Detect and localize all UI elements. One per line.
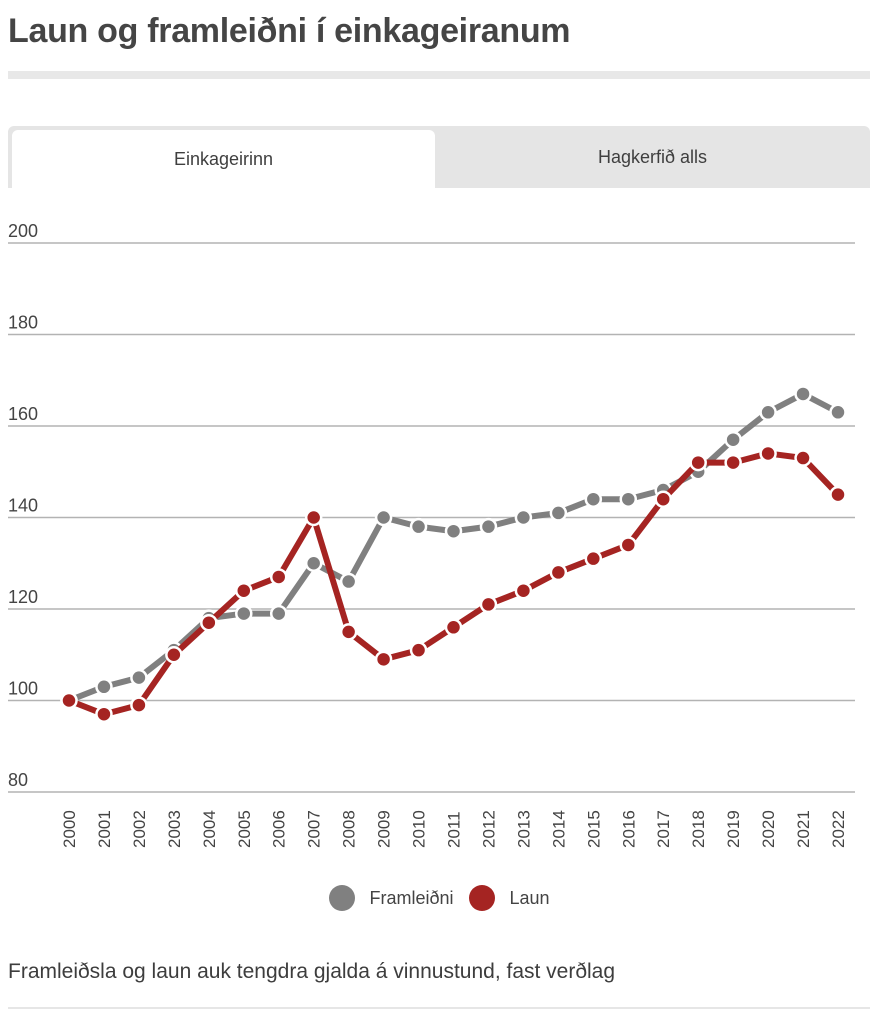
x-tick-label: 2013 (514, 810, 533, 848)
series-laun (60, 444, 847, 723)
x-tick-label: 2020 (759, 810, 778, 848)
tab-bar: Einkageirinn Hagkerfið alls (8, 126, 870, 188)
data-point[interactable] (619, 536, 638, 554)
data-point[interactable] (130, 696, 148, 714)
series-line (66, 390, 841, 704)
tab-hagkerfid-alls[interactable]: Hagkerfið alls (597, 146, 708, 167)
data-point[interactable] (374, 508, 393, 527)
x-tick-label: 2008 (340, 810, 359, 848)
data-point[interactable] (759, 444, 777, 463)
y-tick-label: 160 (8, 404, 38, 424)
x-tick-label: 2014 (549, 810, 568, 848)
x-tick-label: 2009 (375, 810, 394, 848)
series-layer (60, 385, 847, 723)
data-point[interactable] (444, 618, 463, 637)
legend-label-laun: Laun (509, 887, 550, 908)
data-point[interactable] (304, 554, 323, 572)
y-tick-label: 180 (8, 313, 38, 333)
data-point[interactable] (514, 508, 533, 527)
y-tick-label: 100 (8, 679, 38, 699)
legend-label-framleidni: Framleiðni (369, 887, 454, 908)
y-tick-label: 120 (8, 587, 38, 607)
y-tick-label: 200 (8, 221, 38, 241)
data-point[interactable] (269, 604, 288, 623)
legend-item-laun[interactable]: Laun (469, 885, 550, 911)
page-title: Laun og framleiðni í einkageiranum (8, 12, 571, 50)
x-tick-label: 2001 (95, 810, 114, 848)
x-tick-label: 2004 (200, 810, 219, 848)
data-point[interactable] (584, 490, 603, 508)
legend: Framleiðni Laun (0, 880, 879, 916)
legend-item-framleidni[interactable]: Framleiðni (329, 885, 453, 911)
x-tick-label: 2018 (689, 810, 708, 848)
x-tick-label: 2003 (165, 810, 184, 848)
y-axis-ticks: 80 100 120 140 160 180 200 (8, 221, 38, 790)
tab-einkageirinn[interactable]: Einkageirinn (12, 130, 435, 188)
data-point[interactable] (654, 490, 672, 508)
y-tick-label: 140 (8, 496, 38, 516)
data-point[interactable] (479, 517, 498, 536)
legend-swatch-laun-icon (469, 885, 496, 911)
data-point[interactable] (619, 490, 638, 508)
data-point[interactable] (689, 453, 707, 472)
data-point[interactable] (339, 572, 358, 591)
data-point[interactable] (549, 504, 568, 522)
x-tick-label: 2010 (410, 810, 429, 848)
x-tick-label: 2000 (60, 810, 79, 848)
data-point[interactable] (235, 581, 253, 600)
data-point[interactable] (165, 646, 183, 664)
x-tick-label: 2017 (654, 810, 673, 848)
data-point[interactable] (409, 641, 428, 659)
chart-caption: Framleiðsla og laun auk tengdra gjalda á… (8, 960, 616, 983)
x-tick-label: 2015 (584, 810, 603, 848)
data-point[interactable] (235, 604, 253, 623)
data-point[interactable] (829, 403, 847, 422)
data-point[interactable] (794, 449, 812, 467)
x-tick-label: 2019 (724, 810, 743, 848)
data-point[interactable] (95, 678, 113, 696)
data-point[interactable] (200, 613, 218, 632)
data-point[interactable] (130, 668, 148, 687)
data-point[interactable] (759, 403, 777, 422)
data-point[interactable] (549, 563, 568, 582)
data-point[interactable] (95, 705, 113, 723)
legend-swatch-framleidni-icon (329, 885, 356, 911)
x-tick-label: 2002 (130, 810, 149, 848)
data-point[interactable] (269, 568, 288, 586)
data-point[interactable] (724, 430, 742, 449)
x-tick-label: 2006 (270, 810, 289, 848)
x-tick-label: 2007 (305, 810, 324, 848)
x-tick-label: 2005 (235, 810, 254, 848)
title-divider (8, 71, 870, 79)
x-tick-label: 2012 (479, 810, 498, 848)
caption-divider (8, 1007, 870, 1009)
data-point[interactable] (304, 508, 323, 527)
series-line (66, 450, 841, 718)
grid-layer (8, 242, 855, 793)
y-tick-label: 80 (8, 770, 28, 790)
data-point[interactable] (479, 595, 498, 614)
x-tick-label: 2021 (794, 810, 813, 848)
data-point[interactable] (829, 485, 847, 504)
data-point[interactable] (584, 549, 603, 568)
x-tick-label: 2016 (619, 810, 638, 848)
x-tick-label: 2022 (829, 810, 848, 848)
x-axis-ticks: 2000 2001 2002 2003 2004 2005 2006 2007 2008 2009… (60, 810, 848, 848)
data-point[interactable] (60, 691, 78, 710)
x-tick-label: 2011 (445, 811, 464, 848)
data-point[interactable] (374, 650, 393, 669)
data-point[interactable] (444, 522, 463, 540)
data-point[interactable] (724, 453, 742, 472)
data-point[interactable] (409, 517, 428, 536)
data-point[interactable] (339, 623, 358, 641)
data-point[interactable] (794, 385, 812, 403)
data-point[interactable] (514, 581, 533, 600)
